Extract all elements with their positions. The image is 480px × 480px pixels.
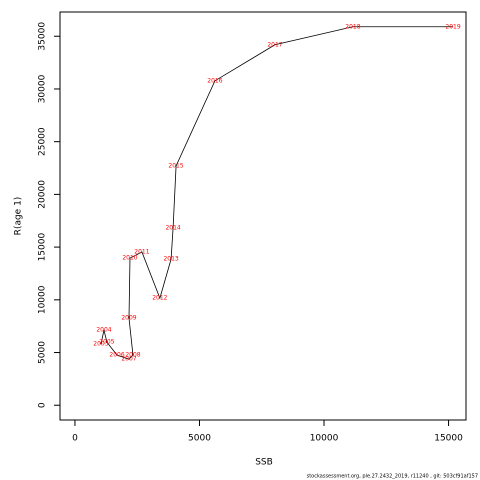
point-label: 2016 xyxy=(207,77,222,84)
y-axis-label: R(age 1) xyxy=(14,197,24,236)
line xyxy=(100,26,454,360)
x-tick-label: 10000 xyxy=(310,434,339,444)
point-label: 2004 xyxy=(96,327,111,334)
point-label: 2018 xyxy=(345,23,360,30)
x-tick-label: 5000 xyxy=(188,434,211,444)
point-label: 2005 xyxy=(99,339,114,346)
point-label: 2015 xyxy=(168,162,183,169)
point-label: 2011 xyxy=(134,249,149,256)
plot-box xyxy=(59,11,467,421)
y-tick-label: 10000 xyxy=(38,285,48,314)
y-tick-label: 5000 xyxy=(38,341,48,364)
y-tick-label: 15000 xyxy=(38,233,48,262)
point-label: 2003 xyxy=(93,341,108,348)
x-tick-label: 0 xyxy=(72,434,78,444)
point-label: 2009 xyxy=(121,315,136,322)
point-label: 2013 xyxy=(163,256,178,263)
y-tick-label: 0 xyxy=(38,402,48,408)
y-tick-label: 30000 xyxy=(38,74,48,103)
y-tick-label: 20000 xyxy=(38,180,48,209)
point-label: 2007 xyxy=(121,356,136,363)
x-axis-label: SSB xyxy=(255,458,273,468)
x-tick-label: 15000 xyxy=(434,434,463,444)
y-tick-label: 25000 xyxy=(38,127,48,156)
point-label: 2010 xyxy=(122,255,137,262)
point-label: 2008 xyxy=(125,352,140,359)
point-label: 2006 xyxy=(109,352,124,359)
footnote: stockassessment.org, ple.27.2432_2019, r… xyxy=(307,474,478,480)
point-label: 2014 xyxy=(165,225,180,232)
y-tick-label: 35000 xyxy=(38,22,48,51)
point-label: 2017 xyxy=(267,41,282,48)
point-label: 2019 xyxy=(445,23,460,30)
point-label: 2012 xyxy=(152,295,167,302)
